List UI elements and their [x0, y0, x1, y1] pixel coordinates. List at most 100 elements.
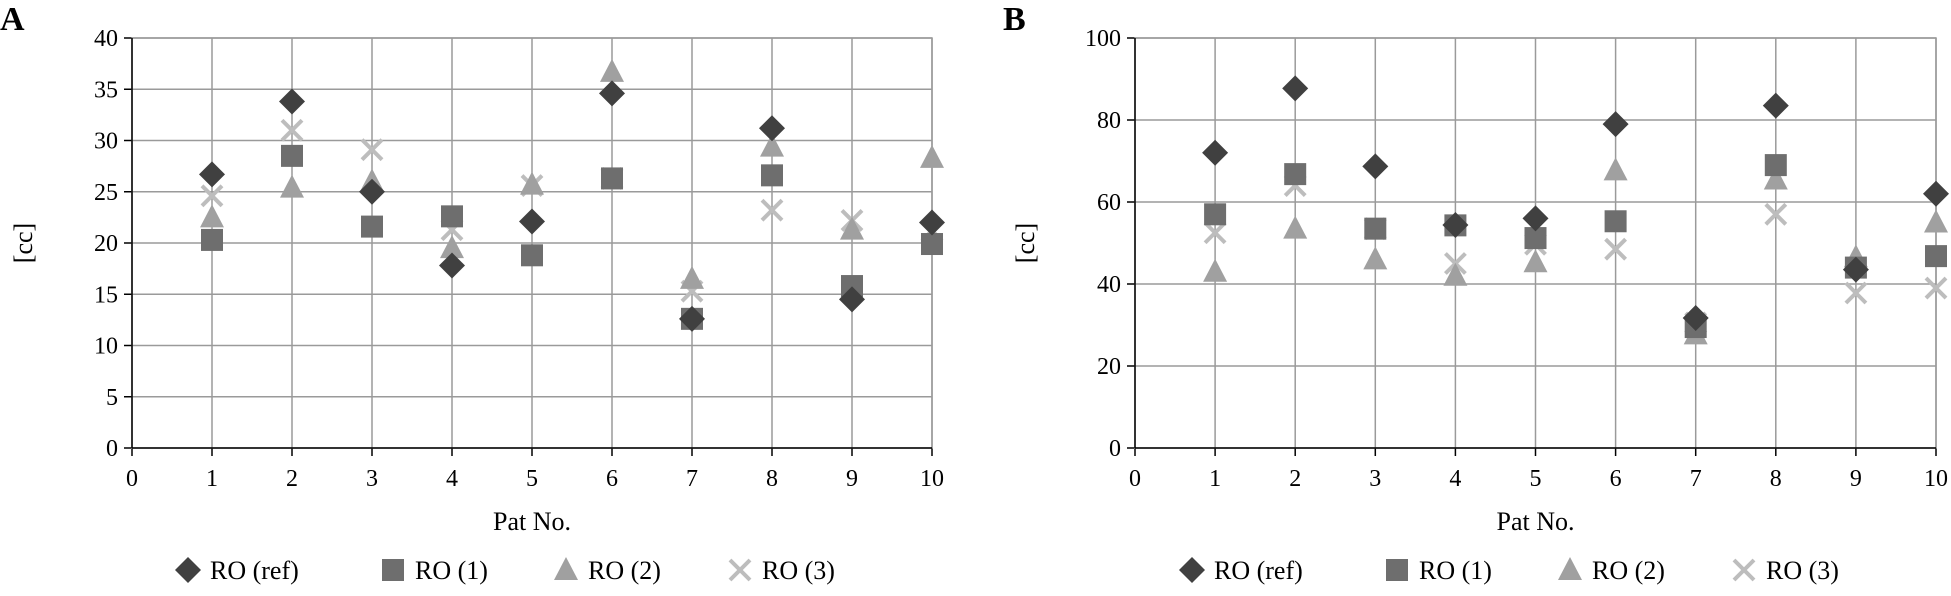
panel-a-series-3 — [200, 118, 944, 303]
panel-a-xtick-label: 3 — [366, 466, 378, 492]
panel-b-legend-item-1: RO (1) — [1386, 556, 1492, 585]
panel-b-point-3-0 — [1203, 221, 1227, 245]
panel-b-xtick-label: 4 — [1449, 466, 1461, 492]
panel-a-xtick-label: 9 — [846, 466, 858, 492]
panel-a-ytick-label: 40 — [94, 26, 118, 52]
panel-b-legend-marker-2 — [1558, 557, 1582, 580]
panel-a-ytick-label: 25 — [94, 180, 118, 206]
panel-b-xtick-label: 2 — [1289, 466, 1301, 492]
panel-b-point-2-1 — [1283, 215, 1308, 239]
panel-b-point-2-5 — [1603, 157, 1628, 181]
panel-a-point-1-7 — [761, 164, 783, 187]
panel-b-point-3-8-stroke-2 — [1844, 281, 1868, 305]
panel-a-point-2-6 — [680, 265, 704, 289]
panel-a-series-1 — [201, 144, 943, 330]
panel-b-point-1-0 — [1204, 203, 1227, 226]
panel-a-point-3-2 — [360, 138, 384, 162]
panel-a-legend-marker-0 — [175, 557, 201, 583]
panel-a-point-3-2-stroke-2 — [360, 138, 384, 162]
panel-a-point-0-9 — [919, 209, 945, 236]
panel-b-xtick-label: 0 — [1129, 466, 1141, 492]
panel-b-point-2-2 — [1363, 246, 1388, 270]
panel-a-point-2-3 — [440, 235, 464, 259]
panel-a-point-2-1 — [280, 174, 304, 198]
panel-b-series-1 — [1204, 154, 1947, 339]
panel-b-data-points — [1202, 75, 1949, 345]
panel-b-legend: RO (ref) RO (1) RO (2) RO (3) — [1179, 556, 1839, 585]
panel-a-legend-label-1: RO (1) — [415, 556, 488, 585]
panel-b-point-0-8 — [1842, 256, 1869, 283]
panel-b-xtick-label: 9 — [1850, 466, 1862, 492]
panel-b-point-3-5-stroke-2 — [1604, 237, 1628, 261]
panel-a-point-3-7 — [760, 198, 784, 222]
panel-b-legend-label-1: RO (1) — [1419, 556, 1492, 585]
panel-b-series-2 — [1203, 157, 1948, 345]
panel-a-point-0-0 — [199, 161, 225, 188]
panel-a: A 0 5 10 15 20 25 30 35 40 0 1 2 3 4 5 6 7 8 9 10 Pat No. [cc… — [0, 1, 945, 585]
panel-b-legend-label-2: RO (2) — [1592, 556, 1665, 585]
panel-a-point-2-5 — [600, 58, 624, 82]
panel-a-point-2-4 — [520, 171, 544, 195]
panel-a-legend-marker-3 — [728, 558, 752, 582]
panel-a-ytick-label: 5 — [106, 385, 118, 411]
panel-a-ytick-label: 35 — [94, 77, 118, 103]
panel-a-xtick-label: 8 — [766, 466, 778, 492]
panel-a-ytick-label: 30 — [94, 129, 118, 155]
panel-b-point-1-2 — [1364, 217, 1387, 240]
panel-a-x-axis-title: Pat No. — [493, 507, 571, 536]
panel-b-point-0-3 — [1442, 211, 1469, 238]
panel-a-xtick-label: 2 — [286, 466, 298, 492]
panel-a-point-3-0 — [200, 184, 224, 208]
panel-a-point-0-7 — [759, 115, 785, 142]
panel-a-legend-item-0: RO (ref) — [175, 556, 299, 585]
panel-b-legend-label-0: RO (ref) — [1214, 556, 1303, 585]
panel-b-point-3-9 — [1924, 276, 1948, 300]
panel-b-series-3 — [1203, 174, 1948, 335]
panel-a-legend-marker-2 — [554, 557, 578, 580]
panel-b-point-3-9-stroke-2 — [1924, 276, 1948, 300]
panel-b-point-0-2 — [1362, 153, 1389, 180]
panel-a-point-3-1-stroke-2 — [280, 118, 304, 142]
panel-a-point-2-8 — [840, 216, 864, 240]
panel-a-ytick-label: 0 — [106, 436, 118, 462]
panel-b-ytick-label: 20 — [1097, 354, 1121, 380]
panel-a-ytick-label: 10 — [94, 334, 118, 360]
panel-b-ytick-label: 80 — [1097, 108, 1121, 134]
panel-a-point-1-9 — [921, 233, 943, 256]
panel-a-point-3-0-stroke-2 — [200, 184, 224, 208]
panel-a-xtick-label: 4 — [446, 466, 458, 492]
panel-a-point-1-3 — [441, 205, 463, 228]
panel-a-legend: RO (ref) RO (1) RO (2) RO (3) — [175, 556, 835, 585]
panel-a-point-0-2 — [359, 178, 385, 205]
panel-a-point-3-1 — [280, 118, 304, 142]
panel-b-legend-item-0: RO (ref) — [1179, 556, 1303, 585]
panel-b-ytick-label: 40 — [1097, 272, 1121, 298]
panel-b-point-1-9 — [1925, 245, 1947, 268]
panel-b-xtick-label: 6 — [1610, 466, 1622, 492]
panel-b-point-0-1 — [1282, 75, 1309, 102]
panel-a-point-1-1 — [281, 144, 303, 167]
panel-b-y-axis-title: [cc] — [1011, 223, 1040, 263]
panel-b-point-3-8 — [1844, 281, 1868, 305]
panel-a-point-2-0 — [200, 204, 224, 228]
panel-a-xtick-label: 0 — [126, 466, 138, 492]
panel-a-point-3-7-stroke-2 — [760, 198, 784, 222]
panel-b-point-1-7 — [1764, 154, 1787, 177]
panel-b-point-1-5 — [1604, 210, 1627, 233]
panel-b-xtick-label: 8 — [1770, 466, 1782, 492]
panel-b-xtick-label: 7 — [1690, 466, 1702, 492]
panel-a-ytick-label: 15 — [94, 282, 118, 308]
panel-a-legend-label-2: RO (2) — [588, 556, 661, 585]
panel-a-legend-label-3: RO (3) — [762, 556, 835, 585]
panel-b-point-2-3 — [1443, 262, 1468, 286]
panel-a-point-0-4 — [519, 208, 545, 235]
panel-b-ytick-label: 100 — [1085, 26, 1121, 52]
panel-b-xtick-label: 10 — [1924, 466, 1948, 492]
panel-b-series-0 — [1202, 75, 1949, 332]
panel-a-ytick-label: 20 — [94, 231, 118, 257]
panel-b-x-axis-title: Pat No. — [1497, 507, 1575, 536]
panel-a-point-2-9 — [920, 144, 944, 168]
panel-b-point-0-5 — [1602, 111, 1629, 138]
panel-b-point-2-7 — [1763, 166, 1788, 190]
